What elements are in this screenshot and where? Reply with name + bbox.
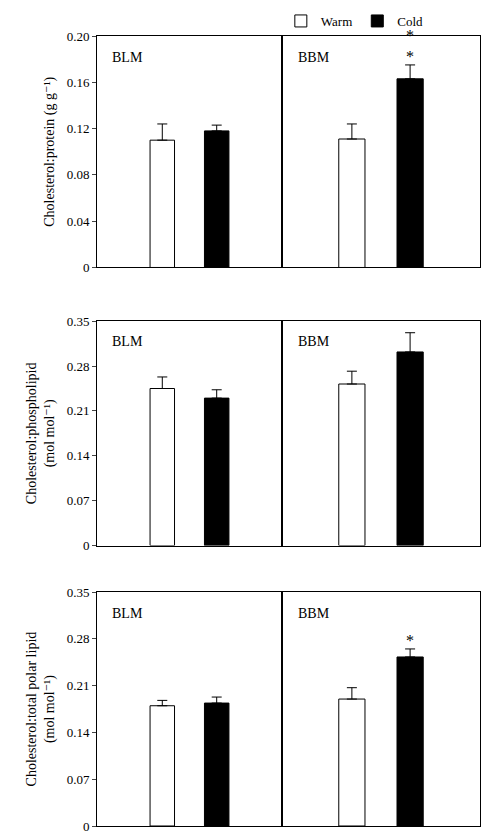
svg-text:0: 0: [83, 819, 90, 834]
svg-text:0.20: 0.20: [67, 29, 90, 44]
svg-text:0.07: 0.07: [67, 772, 90, 787]
svg-text:BLM: BLM: [112, 606, 143, 621]
svg-text:*: *: [406, 632, 414, 649]
svg-text:Cholesterol:phospholipid(mol m: Cholesterol:phospholipid(mol mol⁻¹): [24, 363, 58, 505]
svg-text:BBM: BBM: [298, 606, 330, 621]
svg-text:**: **: [406, 27, 414, 65]
svg-text:0.28: 0.28: [67, 359, 90, 374]
svg-text:Warm: Warm: [321, 14, 352, 29]
svg-text:0.21: 0.21: [67, 678, 90, 693]
svg-text:BBM: BBM: [298, 50, 330, 65]
svg-text:0.08: 0.08: [67, 167, 90, 182]
svg-text:0.28: 0.28: [67, 631, 90, 646]
svg-text:0.16: 0.16: [67, 75, 90, 90]
svg-text:0.35: 0.35: [67, 314, 90, 329]
svg-text:Cholesterol:total polar lipid(: Cholesterol:total polar lipid(mol mol⁻¹): [24, 632, 58, 787]
svg-text:0: 0: [83, 538, 90, 553]
svg-text:0.14: 0.14: [67, 725, 90, 740]
svg-text:0.35: 0.35: [67, 585, 90, 600]
svg-text:Cholesterol:protein (g g⁻¹): Cholesterol:protein (g g⁻¹): [42, 76, 58, 226]
svg-text:Cold: Cold: [397, 14, 423, 29]
svg-text:BBM: BBM: [298, 334, 330, 349]
svg-text:0: 0: [83, 260, 90, 275]
svg-text:0.04: 0.04: [67, 214, 90, 229]
svg-text:0.07: 0.07: [67, 493, 90, 508]
svg-text:BLM: BLM: [112, 334, 143, 349]
svg-text:BLM: BLM: [112, 50, 143, 65]
svg-text:0.21: 0.21: [67, 403, 90, 418]
svg-text:0.14: 0.14: [67, 448, 90, 463]
svg-text:0.12: 0.12: [67, 121, 90, 136]
